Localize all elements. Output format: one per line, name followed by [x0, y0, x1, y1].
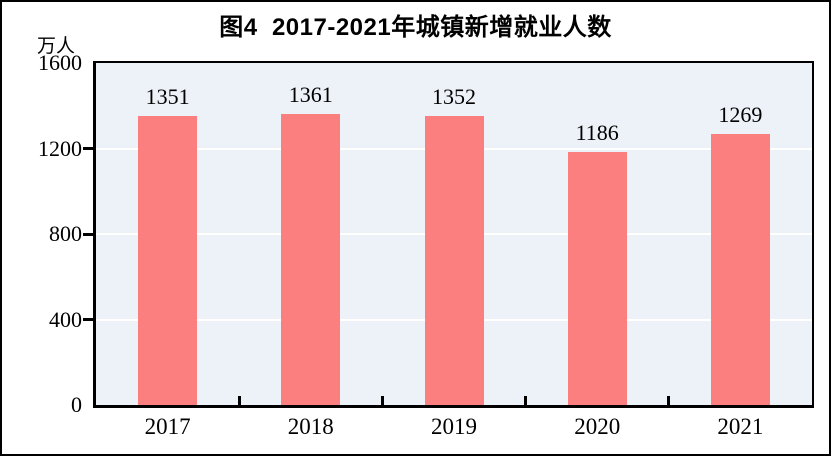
- x-axis-tick: [524, 396, 528, 405]
- y-axis-tick: [83, 318, 93, 321]
- x-axis-tick-label: 2020: [574, 414, 621, 439]
- bar-2019: [424, 116, 484, 405]
- y-axis-tick: [83, 147, 93, 150]
- y-axis-tick-label: 0: [71, 392, 82, 417]
- chart-title: 图4 2017-2021年城镇新增就业人数: [219, 14, 612, 41]
- x-axis-tick-label: 2017: [144, 414, 191, 439]
- bar-value-label: 1361: [288, 82, 333, 108]
- x-axis-tick-label: 2018: [287, 414, 334, 439]
- bar-value-label: 1351: [145, 84, 190, 110]
- plot-area: 1351 1361 1352 1186 1269: [93, 61, 814, 408]
- x-axis-tick-label: 2021: [717, 414, 764, 439]
- bar-2017: [138, 116, 198, 405]
- x-axis-tick-label: 2019: [431, 414, 477, 439]
- bar-value-label: 1352: [432, 84, 476, 110]
- x-axis-tick: [380, 396, 384, 405]
- y-axis-tick-label: 400: [49, 306, 82, 332]
- bar-2021: [710, 133, 770, 405]
- x-axis-tick: [237, 396, 241, 405]
- plot-inner: 1351 1361 1352 1186 1269: [96, 63, 812, 405]
- y-axis-tick-label: 800: [49, 221, 82, 246]
- y-axis-unit-label: 万人: [37, 36, 76, 57]
- bar-value-label: 1186: [575, 119, 619, 145]
- x-axis-tick: [667, 396, 671, 405]
- bar-value-label: 1269: [718, 101, 763, 127]
- bar-2018: [281, 114, 341, 405]
- y-axis-tick: [83, 232, 93, 236]
- y-axis-tick-label: 1600: [38, 50, 82, 75]
- bar-2020: [567, 151, 627, 405]
- x-axis-labels: 2017 2018 2019 2020 2021: [2, 414, 829, 444]
- y-axis-tick-label: 1200: [38, 135, 82, 161]
